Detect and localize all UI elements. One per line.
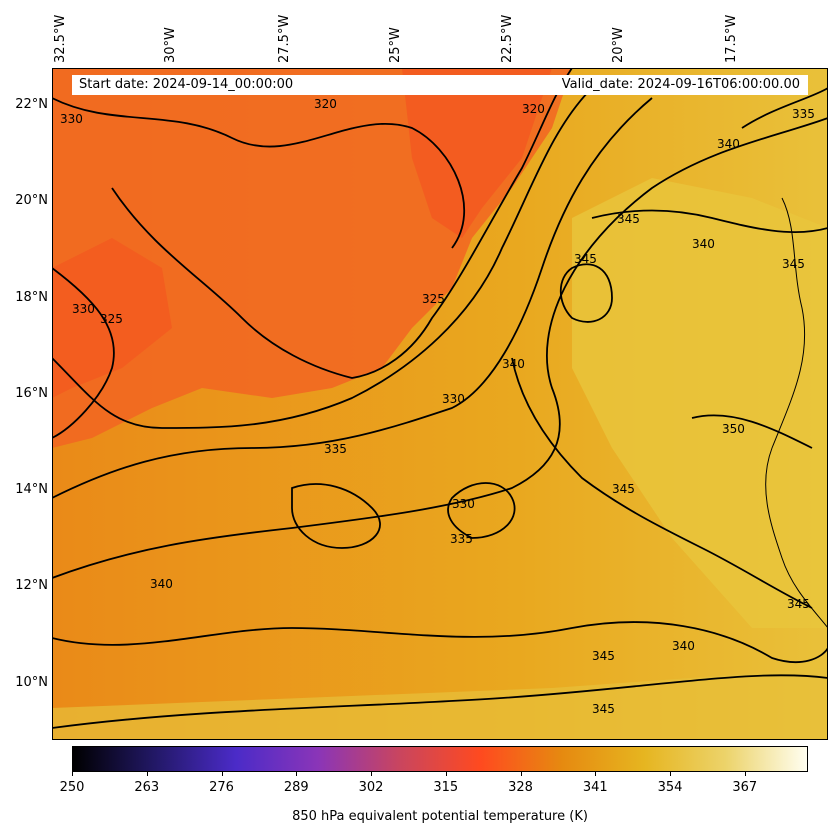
start-date-text: Start date: 2024-09-14_00:00:00 <box>79 77 294 92</box>
contour-label: 330 <box>452 497 475 511</box>
contour-line <box>559 263 613 323</box>
lon-label: 27.5°W <box>277 14 292 63</box>
contour-label: 335 <box>450 532 473 546</box>
colorbar-tick-label: 302 <box>358 780 384 795</box>
colorbar-tick <box>520 772 522 776</box>
lat-label: 22°N <box>15 97 48 112</box>
contour-label: 345 <box>617 212 640 226</box>
colorbar-tick <box>146 772 148 776</box>
contour-label: 335 <box>792 107 815 121</box>
contour-label: 345 <box>782 257 805 271</box>
colorbar-tick <box>595 772 597 776</box>
colorbar-tick-label: 276 <box>209 780 234 795</box>
map-frame <box>52 68 828 740</box>
lon-label: 30°W <box>163 27 178 63</box>
theta-e-field: 330 320 320 340 335 345 340 345 330 325 … <box>52 68 828 740</box>
high-theta-region <box>572 178 828 628</box>
colorbar-tick <box>371 772 372 776</box>
colorbar <box>72 746 808 772</box>
colorbar-tick-label: 328 <box>508 780 533 795</box>
colorbar-tick-label: 315 <box>433 780 459 795</box>
contour-label: 345 <box>592 702 615 716</box>
colorbar-title: 850 hPa equivalent potential temperature… <box>292 809 588 824</box>
colorbar-tick <box>296 772 298 776</box>
contour-line <box>691 414 813 449</box>
lat-label: 10°N <box>15 675 48 690</box>
contour-label: 340 <box>717 137 740 151</box>
contour-line <box>52 97 466 249</box>
date-bar: Start date: 2024-09-14_00:00:00 Valid_da… <box>72 75 808 95</box>
contour-label: 335 <box>324 442 347 456</box>
colorbar-tick <box>744 772 746 776</box>
contour-label: 340 <box>692 237 715 251</box>
colorbar-tick-label: 250 <box>59 780 85 795</box>
contour-label: 345 <box>787 597 810 611</box>
lat-label: 12°N <box>15 578 48 593</box>
contour-line <box>52 267 115 439</box>
low-theta-core <box>402 68 552 238</box>
contour-line <box>52 97 653 499</box>
lon-label: 17.5°W <box>724 14 739 63</box>
lon-label: 25°W <box>388 27 403 63</box>
lat-label: 16°N <box>15 386 48 401</box>
lon-label: 20°W <box>611 27 626 63</box>
colorbar-tick-label: 289 <box>283 780 309 795</box>
colorbar-tick-label: 354 <box>657 780 683 795</box>
contour-line <box>52 117 828 579</box>
contour-line <box>52 621 828 663</box>
contour-line <box>111 68 573 379</box>
lat-label: 20°N <box>15 193 48 208</box>
contour-label: 345 <box>612 482 635 496</box>
contour-label: 330 <box>60 112 83 126</box>
contour-line <box>591 209 828 234</box>
coastline <box>765 197 828 629</box>
colorbar-tick-label: 263 <box>134 780 160 795</box>
contour-label: 340 <box>672 639 695 653</box>
lat-label: 18°N <box>15 290 48 305</box>
lon-label: 32.5°W <box>53 14 68 63</box>
lon-label: 22.5°W <box>500 14 515 63</box>
contour-line <box>52 87 593 429</box>
low-theta-west <box>52 238 172 398</box>
colorbar-tick-label: 341 <box>582 780 608 795</box>
contour-label: 340 <box>150 577 173 591</box>
colorbar-tick <box>221 772 223 776</box>
contour-line <box>511 357 813 609</box>
contour-label: 340 <box>502 357 525 371</box>
colorbar-tick <box>670 772 671 776</box>
contour-label: 320 <box>522 102 545 116</box>
contour-label: 330 <box>72 302 95 316</box>
contour-label: 345 <box>574 252 597 266</box>
contour-label: 345 <box>592 649 615 663</box>
contour-line <box>741 87 828 129</box>
valid-date-text: Valid_date: 2024-09-16T06:00:00.00 <box>561 77 800 92</box>
contour-line <box>52 674 828 729</box>
contour-label: 325 <box>100 312 123 326</box>
contour-line <box>291 483 381 549</box>
contour-label: 325 <box>422 292 445 306</box>
colorbar-tick <box>445 772 447 776</box>
lat-label: 14°N <box>15 482 48 497</box>
contour-label: 350 <box>722 422 745 436</box>
contour-line <box>447 482 516 539</box>
contour-label: 330 <box>442 392 465 406</box>
colorbar-tick-label: 367 <box>732 780 758 795</box>
contour-label: 320 <box>314 97 337 111</box>
colorbar-tick <box>72 772 73 776</box>
